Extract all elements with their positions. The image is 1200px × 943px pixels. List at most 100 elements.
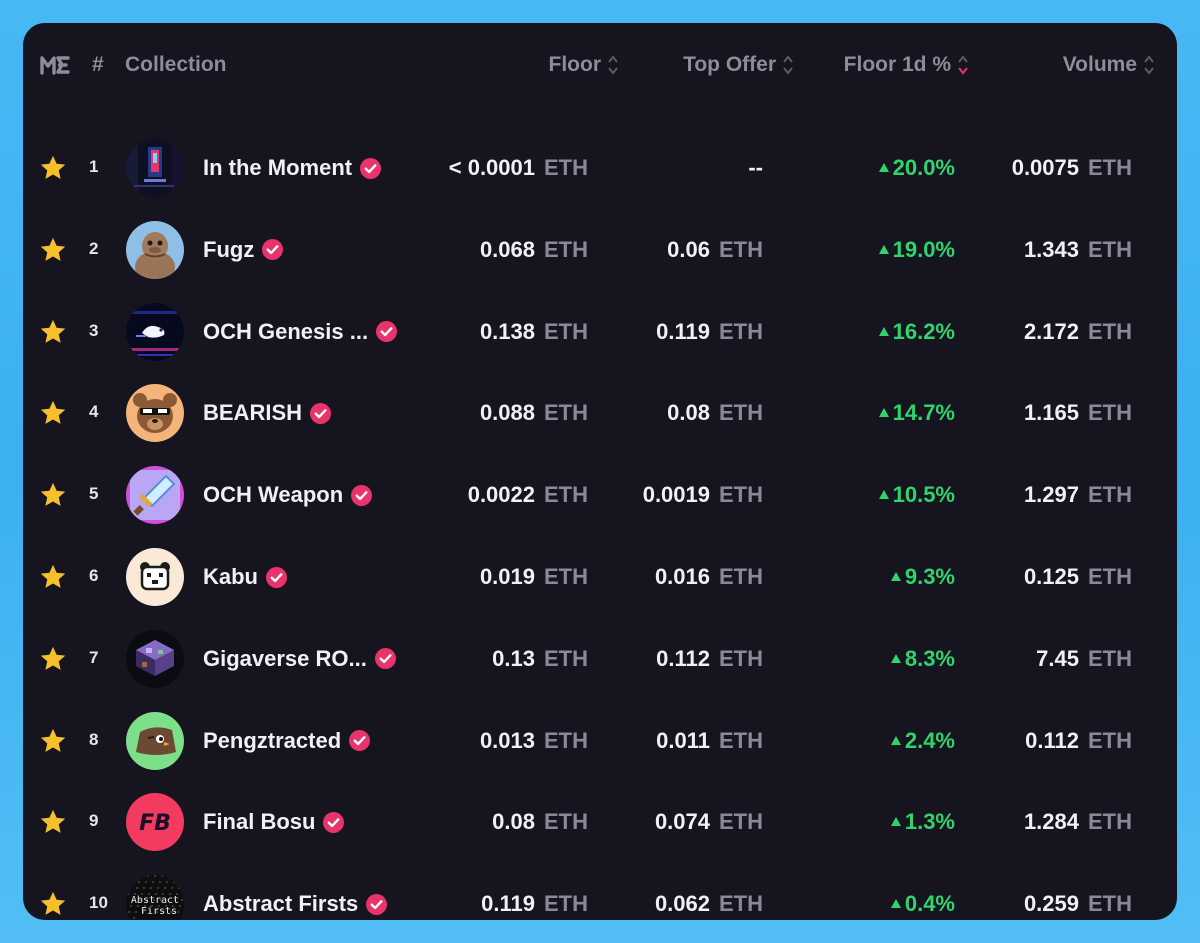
top-offer-cell: 0.016 ETH — [655, 564, 763, 590]
favorite-star-icon[interactable] — [38, 480, 68, 510]
collection-name-cell[interactable]: Pengztracted — [203, 727, 371, 754]
verified-badge-icon — [349, 730, 371, 752]
collection-name[interactable]: In the Moment — [203, 155, 353, 180]
volume-value: 0.0075 — [1011, 155, 1079, 180]
volume-unit: ETH — [1088, 400, 1132, 426]
floor-change-cell: 16.2% — [878, 318, 955, 345]
sort-icon[interactable] — [783, 54, 793, 76]
table-row[interactable]: 4 BEARISH 0.088 ETH 0.08 ETH 14.7% 1.165 ET… — [23, 372, 1177, 454]
collection-name[interactable]: BEARISH — [203, 400, 303, 426]
floor-change-value: 16.2% — [892, 318, 955, 344]
collection-name-cell[interactable]: In the Moment — [203, 155, 382, 181]
floor-column-header[interactable]: Floor — [549, 52, 619, 78]
collection-name[interactable]: Final Bosu — [203, 809, 316, 835]
volume-unit: ETH — [1088, 809, 1132, 835]
table-row[interactable]: 10 Abstract Firsts Abstract Firsts 0.119… — [23, 863, 1177, 920]
collection-name[interactable]: Abstract Firsts — [203, 891, 359, 917]
rank-number: 1 — [89, 157, 99, 176]
volume-cell: 1.343 ETH — [1024, 237, 1132, 263]
table-row[interactable]: 5 OCH Weapon 0.0022 ETH 0.0019 ETH 10.5% 1… — [23, 454, 1177, 536]
bear-icon[interactable] — [126, 384, 184, 443]
panda-icon[interactable] — [126, 548, 184, 606]
favorite-star-icon[interactable] — [38, 562, 68, 592]
fugz-bird-icon[interactable] — [126, 220, 184, 279]
favorite-star-icon[interactable] — [38, 644, 68, 674]
penguin-icon[interactable] — [126, 711, 184, 770]
favorite-star-icon[interactable] — [38, 398, 68, 428]
collection-name[interactable]: OCH Weapon — [203, 482, 344, 508]
collection-name[interactable]: Gigaverse RO... — [203, 645, 367, 671]
up-arrow-icon — [890, 653, 901, 663]
collection-name[interactable]: Pengztracted — [203, 727, 342, 753]
collection-name-cell[interactable]: BEARISH — [203, 400, 332, 426]
floor-change-cell: 0.4% — [890, 891, 955, 917]
floor-change-cell: 9.3% — [890, 564, 955, 590]
up-arrow-icon — [890, 899, 901, 909]
floor-price-value: 0.08 — [492, 809, 535, 835]
moment-art-icon[interactable] — [126, 139, 184, 197]
och-genesis-icon[interactable] — [126, 302, 184, 361]
favorite-star-icon[interactable] — [38, 726, 68, 756]
verified-badge-icon — [262, 239, 284, 261]
fb-logo-icon[interactable]: FB — [126, 793, 184, 852]
favorite-star-icon[interactable] — [38, 317, 68, 347]
favorite-star-icon[interactable] — [38, 807, 68, 837]
collection-name-cell[interactable]: Abstract Firsts — [203, 891, 388, 917]
svg-text:Abstract: Abstract — [131, 895, 179, 906]
rank-number: 7 — [89, 647, 99, 667]
floor-price-cell: 0.138 ETH — [480, 319, 588, 345]
table-row[interactable]: 9 FB Final Bosu 0.08 ETH 0.074 ETH 1.3% 1.… — [23, 781, 1177, 863]
floor-change-column-header[interactable]: Floor 1d % — [844, 52, 968, 78]
collection-name[interactable]: OCH Genesis ... — [203, 318, 369, 344]
collection-name[interactable]: Fugz — [203, 236, 255, 262]
magic-eden-logo-icon[interactable] — [40, 54, 70, 76]
sort-icon[interactable] — [1144, 54, 1154, 76]
table-row[interactable]: 2 Fugz 0.068 ETH 0.06 ETH 19.0% 1.343 ETH — [23, 209, 1177, 291]
volume-cell: 1.165 ETH — [1024, 400, 1132, 426]
volume-value: 0.259 — [1023, 891, 1079, 917]
volume-value: 2.172 — [1023, 318, 1079, 344]
volume-column-header[interactable]: Volume — [1063, 52, 1154, 78]
collection-name-cell[interactable]: Kabu — [203, 564, 287, 590]
floor-price-unit: ETH — [544, 809, 588, 835]
collection-name-cell[interactable]: Gigaverse RO... — [203, 646, 396, 672]
favorite-star-icon[interactable] — [38, 889, 68, 919]
volume-cell: 0.259 ETH — [1024, 891, 1132, 917]
collection-name[interactable]: Kabu — [203, 564, 258, 589]
collection-column-header[interactable]: Collection — [125, 53, 227, 76]
volume-value: 1.343 — [1023, 236, 1079, 262]
top-offer-value: 0.06 — [667, 236, 710, 262]
rank-number: 6 — [89, 566, 99, 585]
top-offer-column-header[interactable]: Top Offer — [683, 52, 793, 78]
top-offer-value: 0.016 — [654, 564, 710, 589]
abstract-text-icon[interactable]: Abstract Firsts — [126, 875, 184, 920]
sort-descending-icon[interactable] — [958, 54, 968, 76]
collection-name-cell[interactable]: OCH Genesis ... — [203, 318, 398, 345]
collection-name-cell[interactable]: Final Bosu — [203, 809, 345, 835]
volume-value: 0.112 — [1025, 727, 1079, 753]
top-offer-cell: -- — [748, 155, 763, 181]
table-row[interactable]: 3 OCH Genesis ... 0.138 ETH 0.119 ETH 16.2… — [23, 291, 1177, 373]
svg-text:FB: FB — [139, 811, 171, 836]
collection-name-cell[interactable]: OCH Weapon — [203, 482, 373, 508]
table-row[interactable]: 8 Pengztracted 0.013 ETH 0.011 ETH 2.4% 0.… — [23, 700, 1177, 782]
table-row[interactable]: 6 Kabu 0.019 ETH 0.016 ETH 9.3% 0.125 ETH — [23, 536, 1177, 618]
top-offer-cell: 0.062 ETH — [655, 891, 763, 917]
floor-price-value: 0.119 — [481, 891, 535, 917]
isometric-room-icon[interactable] — [126, 629, 184, 688]
floor-change-value: 14.7% — [892, 400, 955, 426]
collection-name-cell[interactable]: Fugz — [203, 236, 284, 263]
table-row[interactable]: 1 In the Moment < 0.0001 ETH -- 20.0% 0.0… — [23, 127, 1177, 209]
table-row[interactable]: 7 Gigaverse RO... 0.13 ETH 0.112 ETH 8.3% … — [23, 618, 1177, 700]
favorite-star-icon[interactable] — [38, 235, 68, 265]
floor-price-value: 0.138 — [479, 318, 535, 344]
floor-price-unit: ETH — [544, 400, 588, 426]
top-offer-value: 0.0019 — [642, 482, 710, 508]
rank-number: 3 — [89, 320, 99, 340]
volume-value: 1.165 — [1023, 400, 1079, 426]
sort-icon[interactable] — [608, 54, 618, 76]
up-arrow-icon — [878, 163, 889, 172]
top-offer-cell: 0.112 ETH — [656, 646, 763, 672]
sword-icon[interactable] — [126, 466, 184, 525]
favorite-star-icon[interactable] — [38, 153, 68, 183]
